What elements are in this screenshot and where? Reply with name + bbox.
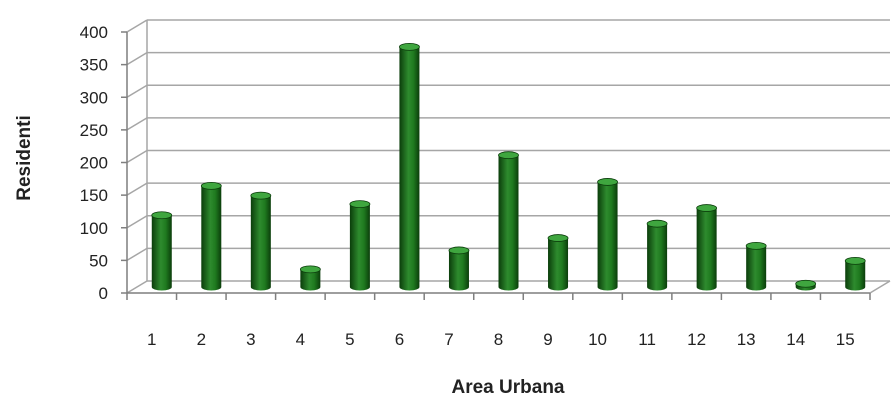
y-tick-label: 0 xyxy=(99,284,108,303)
x-tick-label: 2 xyxy=(197,330,206,349)
x-tick-label: 3 xyxy=(246,330,255,349)
side-wall-gridline xyxy=(126,84,148,98)
bar xyxy=(646,219,668,291)
side-wall-gridline xyxy=(126,51,148,66)
bar-top xyxy=(795,279,817,288)
y-tick-label: 50 xyxy=(89,251,108,270)
bar-top xyxy=(745,241,767,250)
bar-body xyxy=(349,204,370,291)
bar-body xyxy=(250,195,271,291)
y-tick-label: 100 xyxy=(80,219,108,238)
bar xyxy=(844,256,866,291)
y-tick-label: 150 xyxy=(80,186,108,205)
bar-body xyxy=(151,215,172,291)
axes xyxy=(121,20,891,300)
side-wall-gridline xyxy=(126,215,148,229)
bar-body xyxy=(845,260,866,291)
y-tick-label: 350 xyxy=(80,56,108,75)
bar-body xyxy=(300,269,321,291)
bar-top xyxy=(844,256,866,265)
x-tick-label: 11 xyxy=(638,330,656,349)
bar xyxy=(250,191,272,291)
x-tick-label: 12 xyxy=(687,330,706,349)
y-tick-labels: 0 50 100 150 200 250 300 350 400 xyxy=(80,23,108,303)
y-axis-title: Residenti xyxy=(14,115,35,201)
x-tick-labels: 1 2 3 4 5 6 7 8 9 10 11 12 13 14 15 xyxy=(147,330,855,349)
bar-body xyxy=(746,245,767,291)
x-tick-label: 5 xyxy=(345,330,354,349)
x-tick-label: 4 xyxy=(296,330,305,349)
bar-body xyxy=(548,238,569,291)
bar-body xyxy=(399,46,420,291)
bar-top xyxy=(597,178,618,186)
x-tick-label: 1 xyxy=(147,330,156,349)
bar-top xyxy=(646,219,668,228)
y-tick-label: 200 xyxy=(80,154,108,173)
bar-top xyxy=(498,151,519,160)
bar-top xyxy=(399,42,420,51)
bar xyxy=(200,181,222,291)
bar xyxy=(399,42,420,291)
bar xyxy=(448,246,470,291)
bar xyxy=(349,200,371,291)
bar xyxy=(151,211,173,291)
bar-body xyxy=(597,181,618,291)
y-tick-label: 250 xyxy=(80,121,108,140)
bar-body xyxy=(696,208,717,291)
bar-top xyxy=(151,211,173,220)
x-tick-label: 9 xyxy=(543,330,552,349)
side-wall-gridline xyxy=(126,117,148,131)
bar xyxy=(745,241,767,291)
bar-body xyxy=(201,185,222,291)
bar-top xyxy=(299,265,321,274)
bar-top xyxy=(547,234,569,242)
side-wall-gridline xyxy=(126,182,148,196)
bar-top xyxy=(696,204,718,212)
x-tick-label: 10 xyxy=(588,330,607,349)
x-tick-label: 14 xyxy=(786,330,805,349)
x-tick-label: 7 xyxy=(444,330,453,349)
bar-body xyxy=(647,223,668,291)
bar xyxy=(597,178,618,291)
x-axis-title: Area Urbana xyxy=(452,377,565,398)
bar xyxy=(299,265,321,291)
x-tick-label: 15 xyxy=(836,330,855,349)
bar xyxy=(547,234,569,291)
y-tick-label: 300 xyxy=(80,88,108,107)
bar xyxy=(498,151,519,291)
side-wall-gridline xyxy=(126,247,148,262)
bar xyxy=(696,204,718,291)
bar-top xyxy=(250,191,272,200)
side-wall-gridline xyxy=(126,280,148,294)
floor-edge xyxy=(869,280,891,294)
x-tick-label: 6 xyxy=(395,330,404,349)
bar-top xyxy=(200,181,222,190)
y-tick-label: 400 xyxy=(80,23,108,42)
bar xyxy=(795,279,817,291)
bars xyxy=(151,42,866,291)
side-wall-gridline xyxy=(126,149,148,164)
x-tick-label: 13 xyxy=(737,330,756,349)
bar-top xyxy=(349,200,371,209)
bar-body xyxy=(498,155,519,291)
bar-top xyxy=(448,246,470,255)
bar-body xyxy=(448,250,469,291)
side-wall-gridline xyxy=(126,19,148,33)
x-tick-label: 8 xyxy=(494,330,503,349)
